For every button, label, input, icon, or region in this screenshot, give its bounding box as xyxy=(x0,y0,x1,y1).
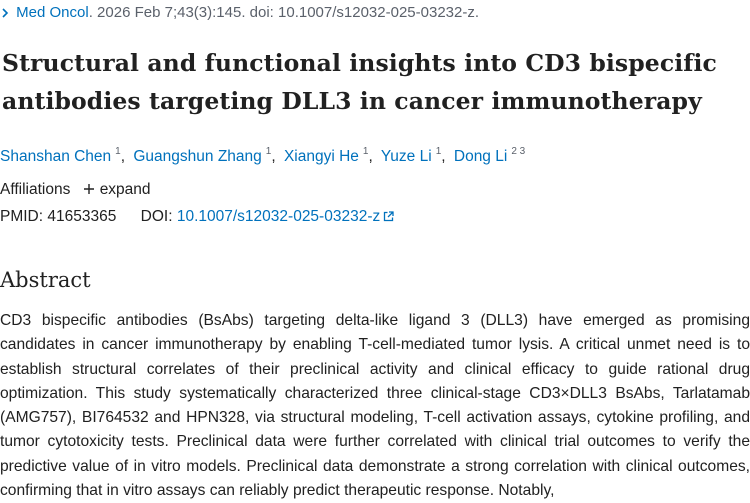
author-affiliation-ref[interactable]: 2 3 xyxy=(511,146,526,157)
pmid-value: 41653365 xyxy=(47,208,117,225)
plus-icon xyxy=(83,184,94,194)
chevron-right-icon[interactable] xyxy=(0,8,10,18)
citation-details: . 2026 Feb 7;43(3):145. doi: 10.1007/s12… xyxy=(88,4,480,21)
doi-value: 10.1007/s12032-025-03232-z xyxy=(176,208,381,225)
identifiers-row: PMID: 41653365 DOI: 10.1007/s12032-025-0… xyxy=(0,206,394,228)
author-link[interactable]: Xiangyi He xyxy=(283,148,359,165)
citation-line: Med Oncol. 2026 Feb 7;43(3):145. doi: 10… xyxy=(0,3,479,23)
journal-link[interactable]: Med Oncol xyxy=(16,4,89,21)
author-affiliation-ref[interactable]: 1 xyxy=(265,146,272,157)
author-item: Shanshan Chen 1, xyxy=(0,146,129,165)
pmid-label: PMID: xyxy=(0,208,44,225)
author-link[interactable]: Dong Li xyxy=(453,148,508,165)
affiliations-label: Affiliations xyxy=(0,181,71,198)
author-separator: , xyxy=(368,148,373,165)
author-link[interactable]: Yuze Li xyxy=(380,148,432,165)
affiliations-row: Affiliations expand xyxy=(0,179,151,201)
external-link-icon xyxy=(384,211,394,222)
author-separator: , xyxy=(120,148,126,165)
author-link[interactable]: Shanshan Chen xyxy=(0,148,112,165)
author-separator: , xyxy=(271,148,276,165)
author-separator: , xyxy=(441,148,446,165)
author-item: Guangshun Zhang 1, xyxy=(133,146,279,165)
author-link[interactable]: Guangshun Zhang xyxy=(133,148,262,165)
affiliations-expand-button[interactable]: expand xyxy=(83,181,151,198)
abstract-text: CD3 bispecific antibodies (BsAbs) target… xyxy=(0,312,750,500)
author-affiliation-ref[interactable]: 1 xyxy=(115,146,121,157)
author-item: Xiangyi He 1, xyxy=(283,146,377,165)
abstract-heading: Abstract xyxy=(0,268,91,292)
author-affiliation-ref[interactable]: 1 xyxy=(362,146,369,157)
article-title: Structural and functional insights into … xyxy=(2,49,717,115)
author-item: Yuze Li 1, xyxy=(380,146,450,165)
authors-list: Shanshan Chen 1, Guangshun Zhang 1, Xiangy… xyxy=(0,140,529,165)
expand-label: expand xyxy=(99,181,151,198)
author-item: Dong Li 2 3 xyxy=(453,146,529,165)
doi-link[interactable]: 10.1007/s12032-025-03232-z xyxy=(177,208,394,225)
doi-label: DOI: xyxy=(140,208,173,225)
author-affiliation-ref[interactable]: 1 xyxy=(435,146,442,157)
